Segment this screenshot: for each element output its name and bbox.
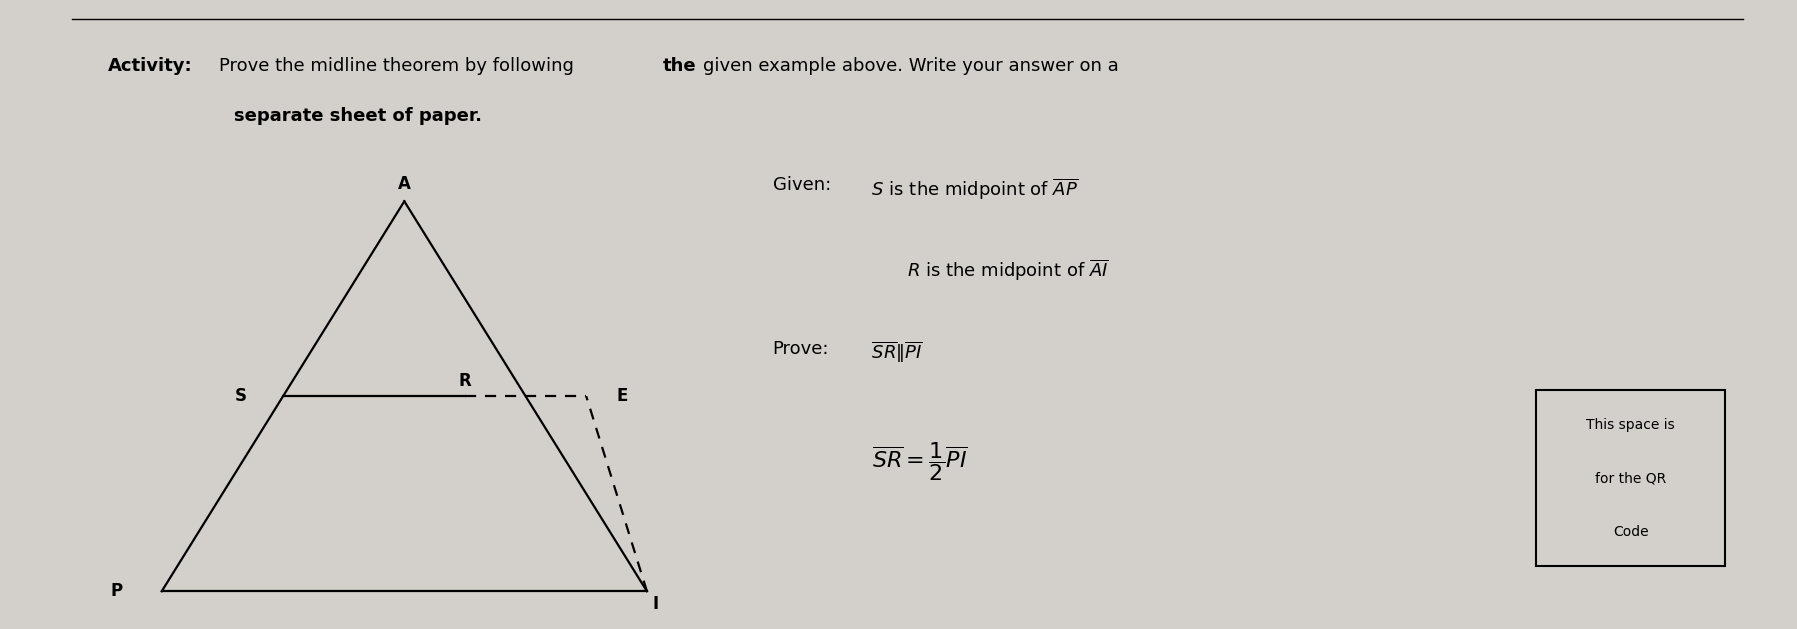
Text: Activity:: Activity: bbox=[108, 57, 192, 75]
Text: This space is: This space is bbox=[1587, 418, 1675, 432]
Text: E: E bbox=[616, 387, 627, 405]
Text: Given:: Given: bbox=[773, 176, 830, 194]
Text: given example above. Write your answer on a: given example above. Write your answer o… bbox=[703, 57, 1118, 75]
Text: Prove:: Prove: bbox=[773, 340, 828, 358]
Text: Code: Code bbox=[1614, 525, 1648, 539]
Text: $R$ is the midpoint of $\overline{AI}$: $R$ is the midpoint of $\overline{AI}$ bbox=[907, 258, 1109, 283]
Text: A: A bbox=[397, 175, 412, 192]
Text: $\overline{SR} = \dfrac{1}{2}\overline{PI}$: $\overline{SR} = \dfrac{1}{2}\overline{P… bbox=[872, 440, 967, 483]
Text: R: R bbox=[458, 372, 471, 389]
Bar bbox=[1536, 390, 1725, 566]
Text: $S$ is the midpoint of $\overline{AP}$: $S$ is the midpoint of $\overline{AP}$ bbox=[866, 176, 1078, 201]
Text: S: S bbox=[235, 387, 248, 405]
Text: the: the bbox=[663, 57, 697, 75]
Text: $\overline{SR}\|\overline{PI}$: $\overline{SR}\|\overline{PI}$ bbox=[866, 340, 924, 365]
Text: P: P bbox=[110, 582, 122, 600]
Text: separate sheet of paper.: separate sheet of paper. bbox=[234, 107, 482, 125]
Text: for the QR: for the QR bbox=[1596, 472, 1666, 486]
Text: I: I bbox=[652, 595, 659, 613]
Text: Prove the midline theorem by following: Prove the midline theorem by following bbox=[219, 57, 580, 75]
